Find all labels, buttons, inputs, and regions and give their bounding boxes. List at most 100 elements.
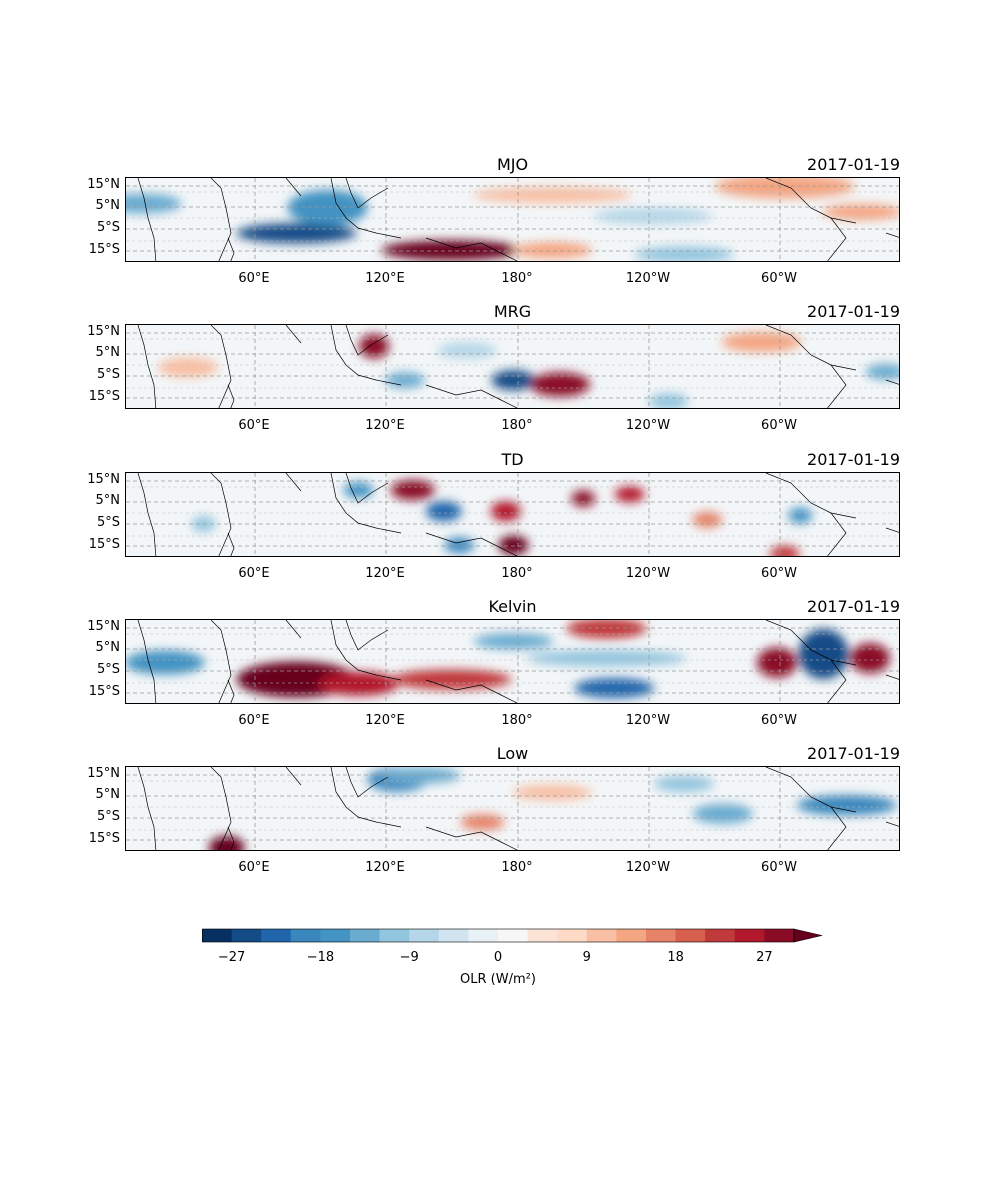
lon-tick-label: 60°E bbox=[238, 566, 270, 581]
colorbar-swatch bbox=[498, 929, 529, 942]
olr-anomaly bbox=[460, 814, 505, 831]
coastline bbox=[285, 620, 302, 639]
lat-tick-label: 5°S bbox=[96, 662, 120, 677]
olr-field bbox=[126, 178, 899, 261]
lat-tick-label: 15°S bbox=[88, 537, 120, 552]
olr-anomaly bbox=[788, 507, 813, 524]
lat-tick-label: 5°S bbox=[96, 809, 120, 824]
lon-tick-label: 60°W bbox=[761, 713, 797, 728]
olr-anomaly bbox=[798, 629, 849, 679]
lon-tick-label: 120°E bbox=[365, 860, 405, 875]
coastline bbox=[425, 826, 518, 850]
colorbar-tick-label: −9 bbox=[399, 950, 419, 965]
panel-date: 2017-01-19 bbox=[807, 155, 900, 174]
map-panel-kelvin: Kelvin 2017-01-19 15°N 5°N 5°S 15°S 60°E 120°E 1… bbox=[0, 597, 1000, 747]
coastline bbox=[827, 806, 847, 850]
coastline bbox=[210, 325, 232, 408]
olr-anomaly bbox=[381, 240, 522, 261]
olr-anomaly bbox=[721, 332, 802, 352]
coastline bbox=[345, 325, 389, 356]
panel-date: 2017-01-19 bbox=[807, 744, 900, 763]
coastline bbox=[345, 767, 389, 798]
olr-anomaly bbox=[391, 669, 512, 690]
olr-anomaly bbox=[692, 511, 723, 528]
coastline bbox=[210, 767, 232, 850]
colorbar-swatch bbox=[734, 929, 765, 942]
olr-anomaly bbox=[566, 620, 647, 639]
coastline bbox=[330, 620, 402, 681]
olr-map bbox=[125, 766, 900, 851]
lon-tick-label: 180° bbox=[501, 418, 533, 433]
colorbar-swatch bbox=[409, 929, 440, 942]
coastline bbox=[227, 532, 235, 556]
olr-anomaly bbox=[385, 372, 425, 389]
lon-tick-label: 60°W bbox=[761, 566, 797, 581]
olr-field bbox=[126, 473, 899, 556]
colorbar-tick-label: 27 bbox=[756, 950, 773, 965]
olr-anomaly bbox=[236, 223, 357, 244]
colorbar-tick-label: 18 bbox=[667, 950, 684, 965]
coastline bbox=[885, 674, 899, 680]
olr-anomaly bbox=[318, 671, 399, 696]
colorbar-tick-label: −27 bbox=[217, 950, 246, 965]
olr-anomaly bbox=[390, 480, 435, 500]
coastline bbox=[285, 473, 302, 492]
lat-tick-label: 15°S bbox=[88, 831, 120, 846]
coastline bbox=[210, 178, 232, 261]
olr-map bbox=[125, 472, 900, 557]
olr-field bbox=[126, 325, 899, 408]
olr-anomaly bbox=[380, 767, 461, 784]
coastline bbox=[227, 384, 235, 408]
lat-tick-label: 5°S bbox=[96, 220, 120, 235]
lat-tick-label: 15°S bbox=[88, 684, 120, 699]
olr-anomaly bbox=[208, 835, 245, 850]
olr-anomaly bbox=[648, 393, 689, 408]
lon-tick-label: 60°E bbox=[238, 713, 270, 728]
lon-tick-label: 180° bbox=[501, 860, 533, 875]
colorbar-tick-label: 0 bbox=[493, 950, 503, 965]
coastline bbox=[827, 659, 847, 703]
coastline bbox=[227, 679, 235, 703]
coastline bbox=[885, 821, 899, 827]
olr-map bbox=[125, 324, 900, 409]
colorbar-swatch bbox=[350, 929, 381, 942]
coastline bbox=[425, 532, 518, 556]
olr-anomaly bbox=[850, 643, 890, 674]
lon-tick-label: 120°W bbox=[625, 566, 671, 581]
colorbar: −27 −18 −9 0 9 18 27 OLR (W/m²) bbox=[202, 928, 832, 998]
olr-anomaly bbox=[359, 334, 389, 359]
coastline bbox=[137, 620, 157, 703]
olr-anomaly bbox=[126, 193, 182, 214]
colorbar-tick-label: −18 bbox=[306, 950, 335, 965]
colorbar-extend-arrow bbox=[793, 928, 823, 943]
olr-anomaly bbox=[425, 501, 462, 522]
colorbar-swatch bbox=[438, 929, 469, 942]
panel-title: MRG bbox=[493, 302, 532, 321]
colorbar-swatch bbox=[675, 929, 706, 942]
olr-anomaly bbox=[526, 650, 687, 667]
olr-anomaly bbox=[512, 784, 593, 801]
colorbar-label: OLR (W/m²) bbox=[460, 972, 536, 987]
panel-title: Low bbox=[496, 744, 529, 763]
olr-anomaly bbox=[634, 246, 734, 261]
coastline bbox=[425, 384, 518, 408]
colorbar-swatch bbox=[468, 929, 499, 942]
colorbar-tick-label: 9 bbox=[582, 950, 591, 965]
lon-tick-label: 120°W bbox=[625, 418, 671, 433]
coastline bbox=[345, 473, 389, 504]
olr-anomaly bbox=[491, 370, 536, 391]
colorbar-swatch bbox=[764, 929, 795, 942]
coastline bbox=[765, 767, 857, 813]
lon-tick-label: 120°W bbox=[625, 271, 671, 286]
coastline bbox=[330, 767, 402, 828]
coastline bbox=[137, 325, 157, 408]
lat-tick-label: 5°N bbox=[95, 787, 121, 802]
olr-anomaly bbox=[614, 486, 645, 503]
panel-date: 2017-01-19 bbox=[807, 302, 900, 321]
panel-title: TD bbox=[501, 450, 524, 469]
colorbar-swatch bbox=[616, 929, 647, 942]
coastline bbox=[137, 473, 157, 556]
colorbar-swatch bbox=[705, 929, 736, 942]
olr-anomaly bbox=[472, 187, 633, 203]
olr-anomaly bbox=[865, 363, 899, 380]
